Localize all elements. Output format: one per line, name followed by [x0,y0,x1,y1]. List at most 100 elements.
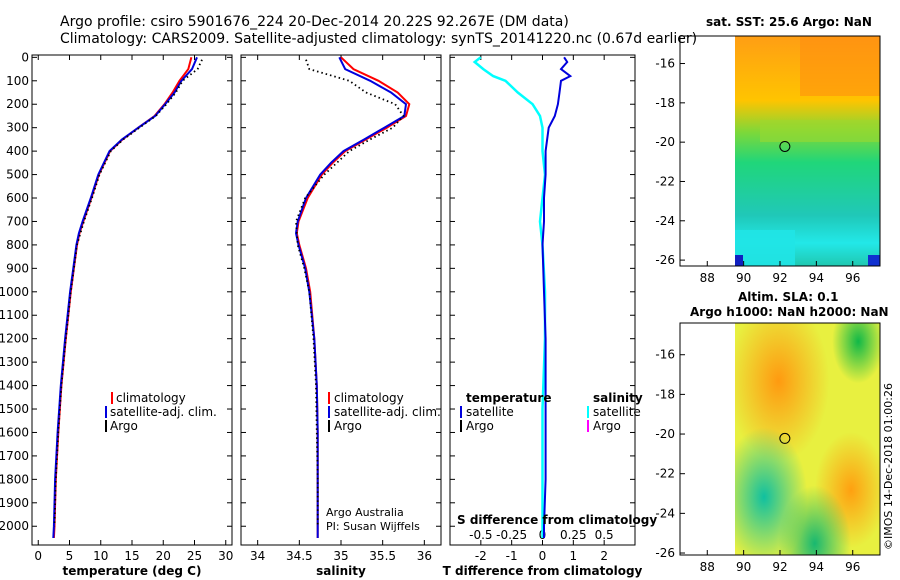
legend-salinity-title: salinity [593,391,643,405]
x-axis-label: T difference from climatology [443,564,643,578]
plot-frame [31,54,233,546]
x-tick-label: 35.5 [369,549,396,563]
x-tick-label: 10 [93,549,108,563]
s-difference-label: S difference from climatology [457,513,657,527]
x-tick-label: 15 [124,549,139,563]
y-tick-label: 100 [6,74,29,88]
legend-s-argo: Argo [593,419,621,433]
y-tick-label: 1700 [0,449,29,463]
map-y-tick-label: -24 [655,214,675,228]
y-tick-label: 1200 [0,332,29,346]
sst-warm-patch [800,36,880,96]
legend-swatch-argo [328,420,330,432]
map-x-tick-label: 94 [809,271,824,285]
map-x-tick-label: 94 [809,560,824,574]
y-tick-label: 900 [6,261,29,275]
y-tick-label: 200 [6,97,29,111]
legend-swatch-climatology [328,392,330,404]
x-tick-label: 25 [187,549,202,563]
x-tick-label: 36 [417,549,432,563]
x-tick-label: 34 [250,549,265,563]
y-tick-label: 500 [6,168,29,182]
argo-position-marker [779,140,791,152]
imos-footer: ©IMOS 14-Dec-2018 01:00:26 [882,383,895,550]
x-tick-label: -1 [506,549,518,563]
legend-swatch-s-satellite [587,406,589,418]
x-tick-label: 20 [156,549,171,563]
y-tick-label: 1300 [0,355,29,369]
sst-map-title: sat. SST: 25.6 Argo: NaN [706,15,872,29]
x-tick-label: 0 [539,549,547,563]
map-y-tick-label: -26 [655,253,675,267]
map-y-tick-label: -16 [655,57,675,71]
legend-satellite: satellite-adj. clim. [334,405,441,419]
argo-position-marker [779,432,791,444]
x-tick-label: 2 [600,549,608,563]
credit-pi: PI: Susan Wijffels [326,520,420,533]
s-tick-label: -0.5 [469,528,492,542]
climatology-line [52,57,193,539]
map-x-tick-label: 90 [736,560,751,574]
map-x-tick-label: 92 [772,560,787,574]
satellite-clim-line [294,56,408,538]
map-y-tick-label: -20 [655,427,675,441]
map-y-tick-label: -18 [655,96,675,110]
s-tick-label: 0.5 [595,528,614,542]
s-tick-label: 0.25 [560,528,587,542]
argo-profile-line [295,59,405,527]
s-tick-label: -0.25 [496,528,527,542]
sst-front-patch [760,120,880,142]
map-y-tick-label: -22 [655,467,675,481]
difference-legend: temperature satellite Argo salinity sate… [457,391,657,527]
x-axis-label: salinity [316,564,366,578]
temperature-legend: climatology satellite-adj. clim. Argo [105,391,217,433]
legend-swatch-climatology [111,392,113,404]
legend-satellite: satellite-adj. clim. [110,405,217,419]
legend-swatch-t-argo [460,420,462,432]
map-y-tick-label: -18 [655,387,675,401]
legend-s-satellite: satellite [593,405,641,419]
credit-argo-australia: Argo Australia [326,506,404,519]
sla-map-title2: Argo h1000: NaN h2000: NaN [690,305,889,319]
y-tick-label: 700 [6,214,29,228]
y-tick-label: 800 [6,238,29,252]
difference-panel: -2 -1 0 1 2T difference from climatology -0.5… [443,54,643,578]
legend-climatology: climatology [116,391,186,405]
map-y-tick-label: -26 [655,546,675,560]
y-tick-label: 300 [6,121,29,135]
x-tick-label: 1 [570,549,578,563]
climatology-line [295,56,411,538]
map-x-tick-label: 96 [845,560,860,574]
x-tick-label: 30 [218,549,233,563]
map-y-tick-label: -24 [655,506,675,520]
sla-low-3 [735,323,880,555]
y-tick-label: 1900 [0,496,29,510]
y-tick-label: 1800 [0,472,29,486]
sla-map-panel: Altim. SLA: 0.1 Argo h1000: NaN h2000: N… [655,290,888,574]
s-difference-line [472,56,547,538]
legend-swatch-satellite [105,406,107,418]
y-tick-label: 1500 [0,402,29,416]
map-x-tick-label: 90 [736,271,751,285]
map-x-tick-label: 92 [772,271,787,285]
argo-profile-line [53,59,203,527]
y-tick-label: 400 [6,144,29,158]
sla-map-title1: Altim. SLA: 0.1 [738,290,839,304]
legend-t-satellite: satellite [466,405,514,419]
legend-swatch-t-satellite [460,406,462,418]
map-y-tick-label: -20 [655,135,675,149]
y-tick-label: 600 [6,191,29,205]
legend-argo: Argo [110,419,138,433]
legend-swatch-argo [105,420,107,432]
salinity-panel: 34 34.5 35 35.5 36 salinity [240,54,442,578]
y-tick-label: 1100 [0,308,29,322]
sst-cold-patch [735,255,743,266]
y-tick-label: 0 [21,50,29,64]
temperature-panel: 0 5 10 15 20 25 30 temperature (deg C) 0 100 200 30… [0,50,233,578]
map-x-tick-label: 88 [700,560,715,574]
map-x-tick-label: 96 [845,271,860,285]
x-tick-label: 34.5 [286,549,313,563]
y-tick-label: 1400 [0,379,29,393]
salinity-legend: climatology satellite-adj. clim. Argo Ar… [326,391,441,533]
